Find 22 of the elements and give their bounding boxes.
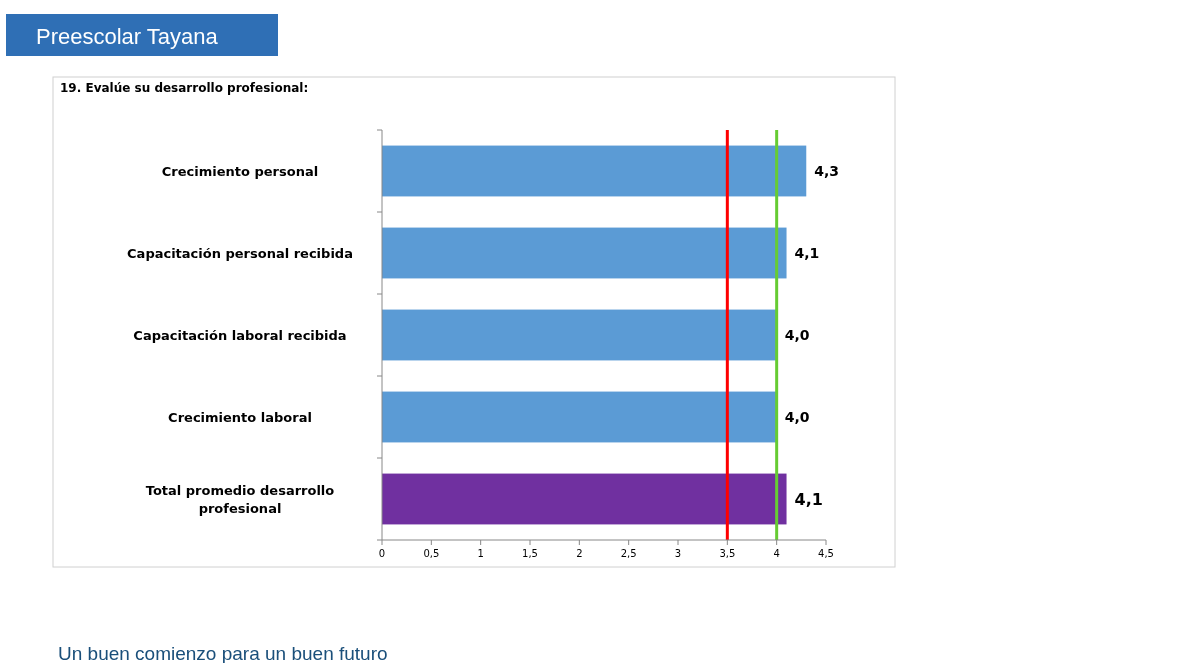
data-label: 4,0 [784, 326, 810, 343]
x-tick-label: 3 [674, 548, 682, 559]
x-tick-label: 0,5 [423, 548, 440, 559]
y-tick-label: Capacitación laboral recibida [133, 327, 347, 343]
x-tick-label: 2 [576, 548, 583, 559]
x-tick-label: 1 [477, 548, 484, 559]
y-tick-label: Total promedio desarrollo profesional [145, 482, 335, 516]
y-tick-label: Crecimiento personal [161, 163, 319, 179]
x-tick-label: 4 [773, 548, 780, 559]
data-label: 4,0 [784, 408, 810, 425]
x-tick-label: 0 [378, 548, 386, 559]
text: Preescolar Tayana [36, 24, 219, 49]
data-label: 4,3 [814, 162, 840, 179]
y-tick-label: Capacitación personal recibida [127, 245, 353, 261]
x-tick-label: 1,5 [522, 548, 538, 559]
data-label: 4,1 [794, 244, 820, 261]
data-label: 4,1 [794, 489, 823, 509]
text: 19. Evalúe su desarrollo profesional: [60, 81, 309, 95]
y-tick-label: Crecimiento laboral [168, 409, 312, 425]
x-tick-label: 4,5 [818, 548, 834, 559]
x-tick-label: 2,5 [620, 548, 637, 559]
x-tick-label: 3,5 [719, 548, 736, 559]
